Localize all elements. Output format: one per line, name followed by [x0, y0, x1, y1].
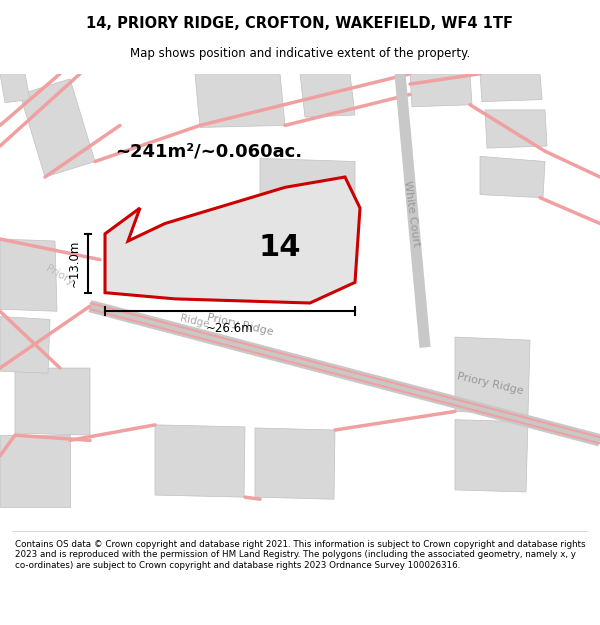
Polygon shape — [455, 337, 530, 414]
Polygon shape — [260, 158, 355, 234]
Text: Ridge: Ridge — [179, 313, 211, 330]
Polygon shape — [15, 368, 90, 435]
Polygon shape — [105, 177, 360, 303]
Polygon shape — [0, 316, 50, 373]
Polygon shape — [195, 74, 285, 128]
Polygon shape — [20, 79, 95, 177]
Text: ~26.6m: ~26.6m — [206, 322, 254, 334]
Polygon shape — [410, 74, 472, 107]
Text: White Court: White Court — [403, 179, 422, 247]
Polygon shape — [0, 435, 70, 508]
Text: 14: 14 — [259, 232, 301, 262]
Text: Priory: Priory — [44, 263, 76, 287]
Polygon shape — [0, 239, 57, 311]
Polygon shape — [480, 156, 545, 198]
Polygon shape — [485, 110, 547, 148]
Text: Priory Ridge: Priory Ridge — [456, 371, 524, 396]
Text: Map shows position and indicative extent of the property.: Map shows position and indicative extent… — [130, 47, 470, 59]
Polygon shape — [300, 74, 355, 117]
Polygon shape — [0, 74, 30, 102]
Text: Priory Ridge: Priory Ridge — [206, 312, 274, 337]
Polygon shape — [155, 425, 245, 497]
Polygon shape — [480, 74, 542, 102]
Text: Contains OS data © Crown copyright and database right 2021. This information is : Contains OS data © Crown copyright and d… — [15, 540, 586, 569]
Text: ~241m²/~0.060ac.: ~241m²/~0.060ac. — [115, 142, 302, 160]
Polygon shape — [255, 428, 335, 499]
Text: 14, PRIORY RIDGE, CROFTON, WAKEFIELD, WF4 1TF: 14, PRIORY RIDGE, CROFTON, WAKEFIELD, WF… — [86, 16, 514, 31]
Text: ~13.0m: ~13.0m — [68, 239, 81, 287]
Polygon shape — [455, 420, 528, 492]
